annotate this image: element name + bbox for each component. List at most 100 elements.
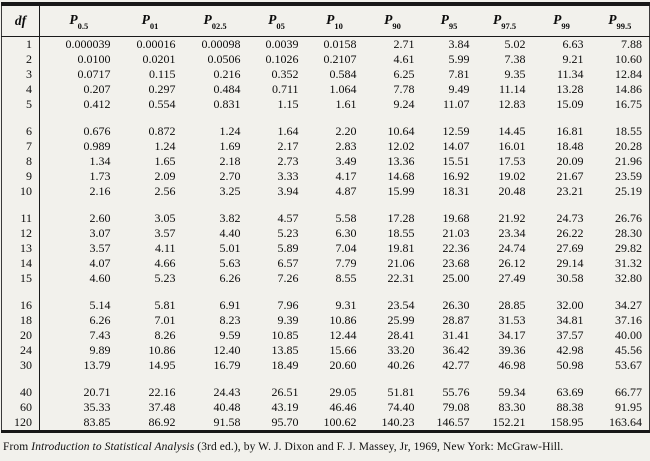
value-cell: 1.064 [329, 82, 357, 96]
df-cell: 13 [1, 241, 40, 256]
value-cell: 34.81 [556, 313, 584, 327]
value-cell: 17.53 [498, 154, 526, 168]
value-cell: 0.484 [213, 82, 241, 96]
value-cell: 63.69 [556, 385, 584, 399]
value-cell: 1.69 [219, 139, 241, 153]
table-row-df-3: 3 0.0717 0.115 0.216 0.352 0.584 6.25 7.81 9.35 1… [1, 67, 650, 82]
value-cell: 7.38 [504, 52, 526, 66]
value-cell: 12.44 [329, 328, 357, 342]
value-cell: 21.96 [615, 154, 642, 168]
value-cell: 25.99 [387, 313, 415, 327]
table-row-df-16: 16 5.14 5.81 6.91 7.96 9.31 23.54 26.30 28.85 32.… [1, 298, 650, 313]
table-row-df-6: 6 0.676 0.872 1.24 1.64 2.20 10.64 12.59 14.45 16… [1, 124, 650, 139]
value-cell: 18.49 [271, 358, 299, 372]
value-cell: 15.09 [556, 97, 584, 111]
table-row-df-20: 20 7.43 8.26 9.59 10.85 12.44 28.41 31.41 34.17 3… [1, 328, 650, 343]
value-cell: 0.000039 [65, 37, 111, 51]
value-cell: 21.06 [387, 256, 415, 270]
value-cell: 7.81 [448, 67, 470, 81]
value-cell: 1.73 [89, 169, 111, 183]
value-cell: 0.352 [271, 67, 299, 81]
value-cell: 59.34 [498, 385, 526, 399]
value-cell: 0.711 [271, 82, 299, 96]
value-cell: 7.04 [335, 241, 357, 255]
col-header-p-02.5: P02.5 [182, 4, 248, 37]
value-cell: 16.75 [615, 97, 642, 111]
df-cell: 10 [1, 184, 40, 199]
value-cell: 28.41 [387, 328, 415, 342]
value-cell: 28.85 [498, 298, 526, 312]
value-cell: 12.02 [387, 139, 415, 153]
value-cell: 4.57 [277, 211, 299, 225]
value-cell: 79.08 [442, 400, 470, 414]
value-cell: 46.46 [329, 400, 357, 414]
table-row-df-1: 1 0.000039 0.00016 0.00098 0.0039 0.0158 2.71 3… [1, 36, 650, 52]
citation-rest: (3rd ed.), by W. J. Dixon and F. J. Mass… [194, 441, 564, 453]
value-cell: 0.0100 [77, 52, 111, 66]
value-cell: 13.28 [556, 82, 584, 96]
value-cell: 5.23 [277, 226, 299, 240]
df-cell: 15 [1, 271, 40, 286]
value-cell: 1.24 [154, 139, 176, 153]
value-cell: 1.64 [277, 124, 299, 138]
value-cell: 23.59 [615, 169, 642, 183]
value-cell: 14.86 [615, 82, 642, 96]
table-row-df-11: 11 2.60 3.05 3.82 4.57 5.58 17.28 19.68 21.92 24.… [1, 211, 650, 226]
table-row-df-40: 40 20.71 22.16 24.43 26.51 29.05 51.81 55.76 59.… [1, 385, 650, 400]
value-cell: 37.16 [615, 313, 642, 327]
chi-square-percentile-table: df P0.5 P01 P02.5 P05 P10 P90 P95 P97.5 P99 P99.5 … [1, 2, 650, 433]
value-cell: 140.23 [381, 415, 415, 429]
value-cell: 16.92 [442, 169, 470, 183]
value-cell: 6.30 [335, 226, 357, 240]
value-cell: 0.0039 [265, 37, 299, 51]
value-cell: 4.40 [219, 226, 241, 240]
value-cell: 66.77 [615, 385, 642, 399]
table-row-df-120: 120 83.85 86.92 91.58 95.70 100.62 140.23 146.5… [1, 415, 650, 432]
value-cell: 14.95 [148, 358, 176, 372]
value-cell: 3.82 [219, 211, 241, 225]
value-cell: 0.989 [83, 139, 111, 153]
col-header-p-99: P99 [532, 4, 591, 37]
value-cell: 39.36 [498, 343, 526, 357]
value-cell: 29.14 [556, 256, 584, 270]
value-cell: 2.17 [277, 139, 299, 153]
value-cell: 8.55 [335, 271, 357, 285]
value-cell: 55.76 [442, 385, 470, 399]
value-cell: 18.55 [615, 124, 642, 138]
value-cell: 7.26 [277, 271, 299, 285]
value-cell: 10.86 [329, 313, 357, 327]
value-cell: 3.25 [219, 184, 241, 198]
value-cell: 6.57 [277, 256, 299, 270]
citation-prefix: From [3, 441, 32, 453]
value-cell: 20.71 [83, 385, 111, 399]
value-cell: 2.73 [277, 154, 299, 168]
value-cell: 53.67 [615, 358, 642, 372]
value-cell: 19.81 [387, 241, 415, 255]
value-cell: 0.412 [83, 97, 111, 111]
value-cell: 9.31 [335, 298, 357, 312]
value-cell: 6.26 [89, 313, 111, 327]
value-cell: 28.87 [442, 313, 470, 327]
df-cell: 60 [1, 400, 40, 415]
value-cell: 43.19 [271, 400, 299, 414]
table-row-df-60: 60 35.33 37.48 40.48 43.19 46.46 74.40 79.08 83.… [1, 400, 650, 415]
value-cell: 3.33 [277, 169, 299, 183]
value-cell: 88.38 [556, 400, 584, 414]
value-cell: 6.26 [219, 271, 241, 285]
value-cell: 2.71 [393, 37, 415, 51]
value-cell: 158.95 [550, 415, 584, 429]
value-cell: 9.24 [393, 97, 415, 111]
df-cell: 120 [1, 415, 40, 432]
value-cell: 5.58 [335, 211, 357, 225]
value-cell: 163.64 [609, 415, 642, 429]
value-cell: 24.73 [556, 211, 584, 225]
value-cell: 13.36 [387, 154, 415, 168]
value-cell: 18.55 [387, 226, 415, 240]
value-cell: 12.40 [213, 343, 241, 357]
value-cell: 13.79 [83, 358, 111, 372]
table-row-df-10: 10 2.16 2.56 3.25 3.94 4.87 15.99 18.31 20.48 23.… [1, 184, 650, 199]
value-cell: 10.86 [148, 343, 176, 357]
value-cell: 40.48 [213, 400, 241, 414]
table-row-df-18: 18 6.26 7.01 8.23 9.39 10.86 25.99 28.87 31.53 34… [1, 313, 650, 328]
value-cell: 40.00 [615, 328, 642, 342]
